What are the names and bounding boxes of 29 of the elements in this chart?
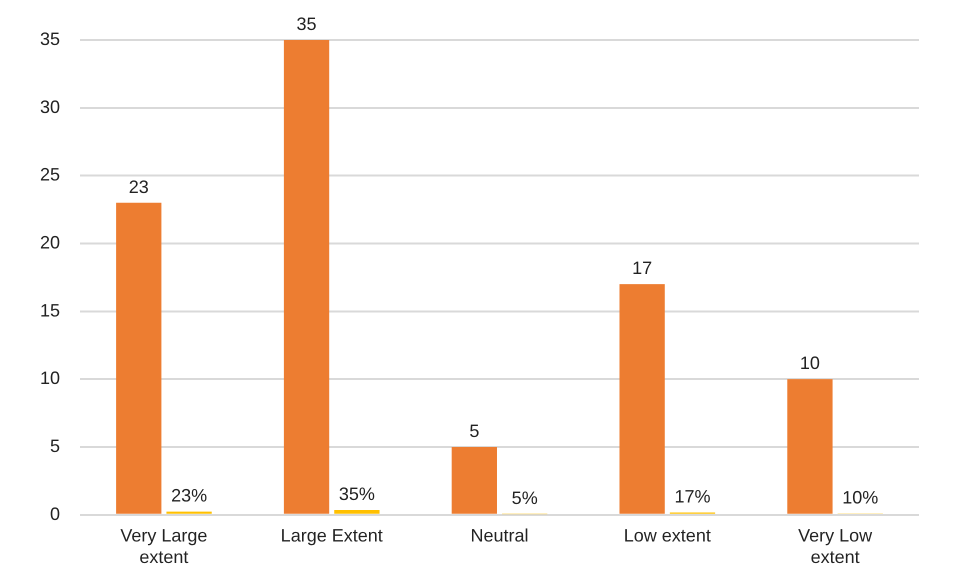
data-label: 17 [632, 258, 652, 278]
bar [452, 446, 497, 514]
y-tick-label: 0 [50, 504, 60, 524]
x-tick-label: Very Large extent [120, 526, 208, 568]
x-tick-label: Neutral [470, 526, 529, 546]
data-label: 23 [128, 176, 149, 197]
bar [619, 284, 665, 514]
data-label: 23% [171, 486, 208, 506]
bar [116, 202, 162, 514]
y-tick-label: 20 [40, 232, 60, 252]
bar [334, 510, 380, 514]
data-label: 35 [296, 14, 317, 34]
data-label: 10 [800, 353, 820, 374]
data-label: 17% [674, 486, 710, 506]
data-label: 10% [842, 487, 878, 508]
bar [787, 379, 833, 514]
y-tick-label: 10 [40, 368, 60, 388]
y-tick-label: 5 [50, 436, 60, 456]
y-tick-label: 30 [40, 96, 60, 117]
x-tick-label: Large Extent [280, 526, 383, 546]
y-tick-label: 15 [40, 300, 60, 320]
y-tick-label: 25 [40, 164, 60, 185]
data-label: 5 [469, 420, 480, 441]
bar [284, 40, 330, 514]
x-tick-label: Low extent [624, 526, 711, 546]
data-label: 5% [512, 488, 538, 508]
data-label: 35% [338, 484, 375, 504]
y-tick-label: 35 [40, 28, 60, 49]
x-tick-label: Very Low extent [798, 526, 874, 568]
